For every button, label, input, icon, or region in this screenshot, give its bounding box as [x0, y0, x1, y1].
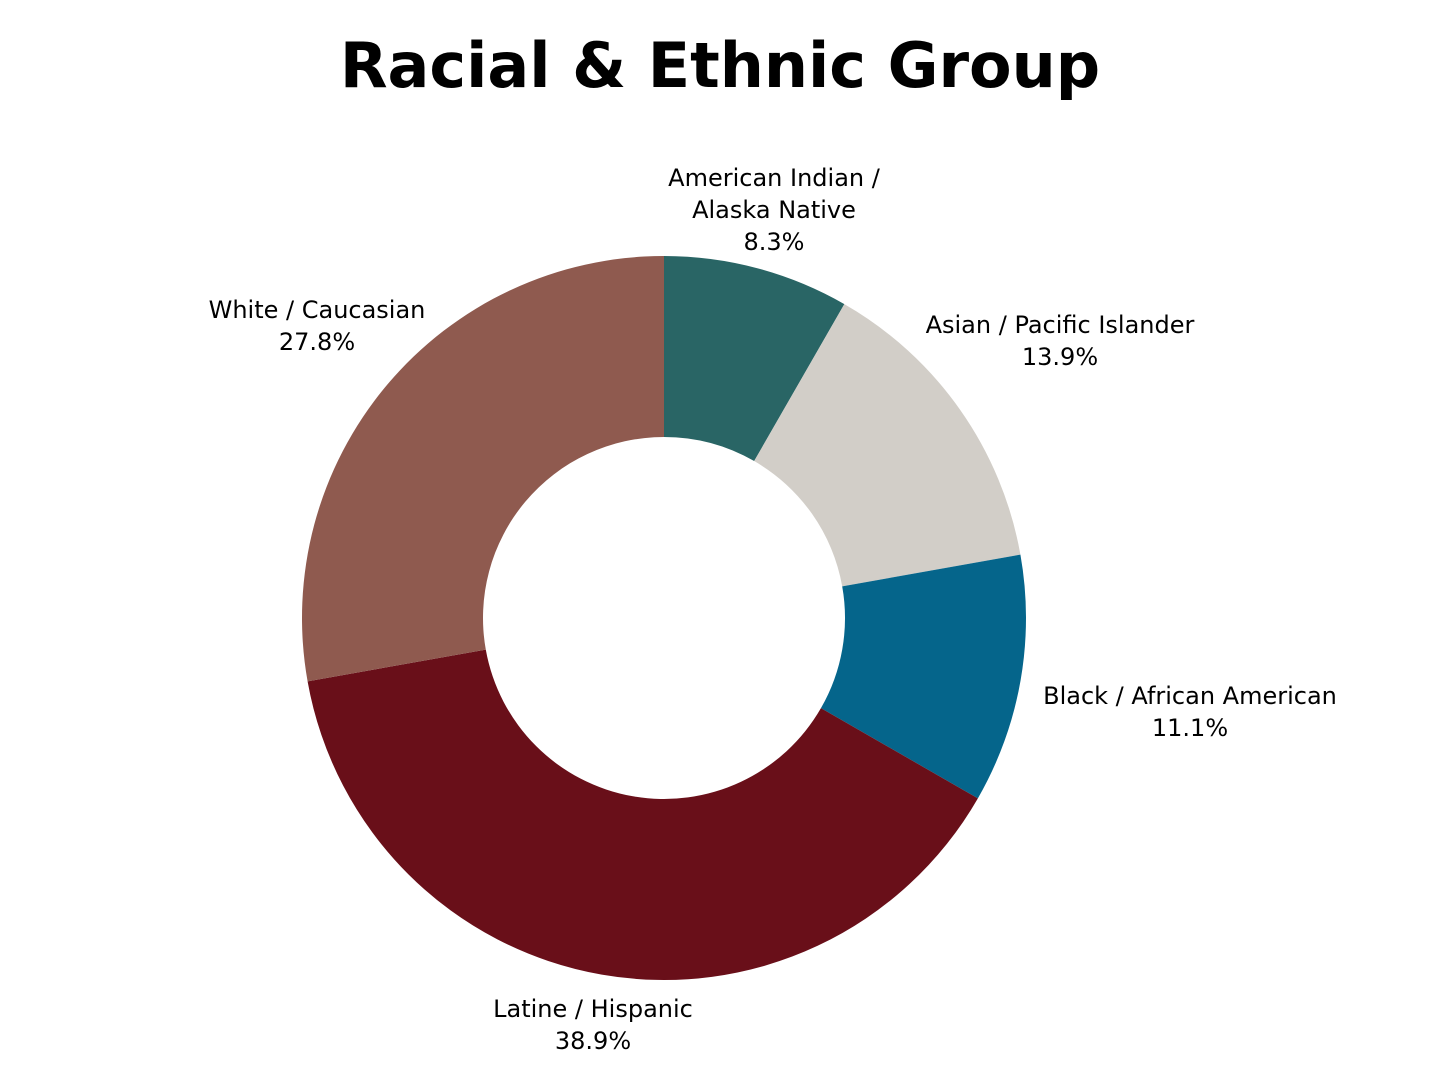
slice-label: American Indian / Alaska Native 8.3%	[668, 164, 881, 256]
slice-value-label: 27.8%	[279, 328, 355, 356]
slice-category-label: Alaska Native	[692, 196, 856, 224]
slice-category-label: White / Caucasian	[209, 296, 426, 324]
donut-slice	[820, 554, 1026, 799]
slice-label: Asian / Pacific Islander 13.9%	[926, 311, 1195, 371]
slice-value-label: 8.3%	[744, 228, 805, 256]
donut-slice	[302, 256, 664, 682]
slice-category-label: American Indian /	[668, 164, 881, 192]
donut-slice	[754, 304, 1021, 587]
slice-label: Latine / Hispanic 38.9%	[493, 995, 693, 1055]
slice-category-label: Black / African American	[1043, 682, 1337, 710]
donut-slice	[307, 649, 978, 981]
slices-group	[302, 256, 1026, 981]
labels-group: American Indian / Alaska Native 8.3% Asian …	[209, 164, 1337, 1055]
slice-category-label: Latine / Hispanic	[493, 995, 693, 1023]
slice-value-label: 38.9%	[555, 1027, 631, 1055]
slice-label: White / Caucasian 27.8%	[209, 296, 426, 356]
slice-category-label: Asian / Pacific Islander	[926, 311, 1195, 339]
chart-title: Racial & Ethnic Group	[339, 29, 1101, 102]
donut-slice	[664, 256, 845, 462]
slice-value-label: 13.9%	[1022, 343, 1098, 371]
slice-label: Black / African American 11.1%	[1043, 682, 1337, 742]
slice-value-label: 11.1%	[1152, 714, 1228, 742]
